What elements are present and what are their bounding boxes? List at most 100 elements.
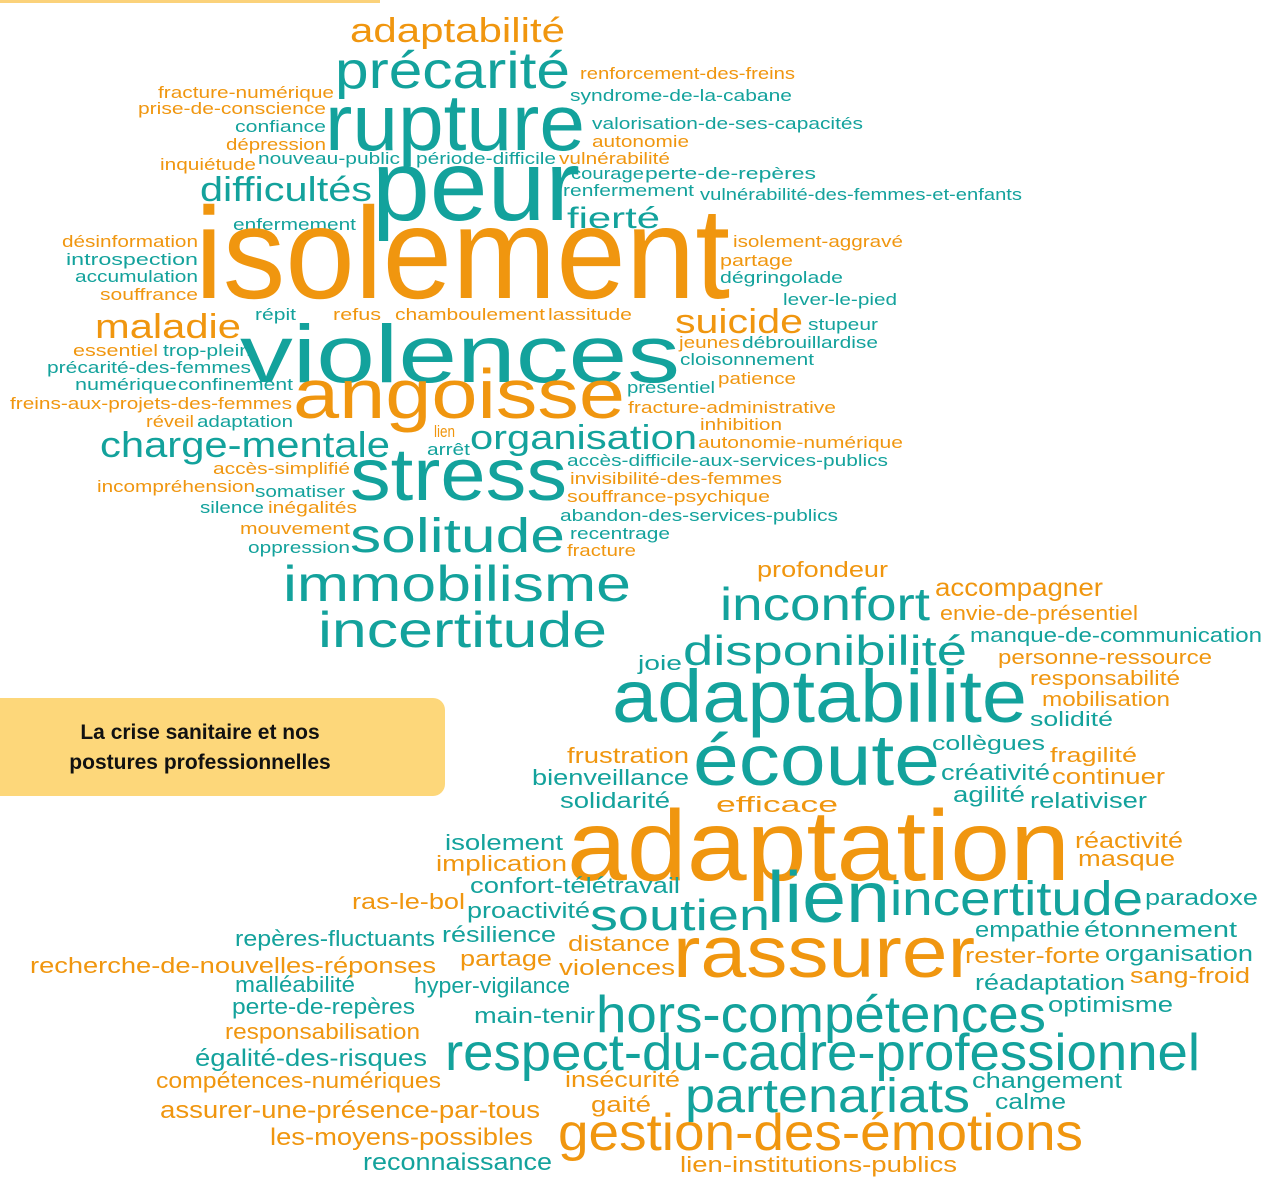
word: les-moyens-possibles <box>270 1124 533 1151</box>
word: changement <box>972 1068 1122 1093</box>
word: bienveillance <box>532 765 689 790</box>
word: efficace <box>716 792 838 817</box>
label-box <box>0 698 445 796</box>
word: invisibilité-des-femmes <box>570 469 782 488</box>
word: renforcement-des-freins <box>580 64 795 83</box>
word: sang-froid <box>1130 963 1250 988</box>
word: créativité <box>941 760 1050 785</box>
word: incertitude <box>890 873 1143 926</box>
word: réveil <box>146 412 194 431</box>
word: adaptabilite <box>612 655 1027 738</box>
word: stress <box>350 433 567 516</box>
word: profondeur <box>757 557 888 582</box>
word: lever-le-pied <box>783 290 897 309</box>
word: joie <box>637 653 682 675</box>
word: immobilisme <box>283 556 631 612</box>
word: relativiser <box>1030 788 1147 813</box>
word: incertitude <box>318 602 607 658</box>
word: perte-de-repères <box>645 164 816 183</box>
word: adaptation <box>567 790 1070 902</box>
word: isolement <box>445 830 563 855</box>
word: partage <box>720 251 793 270</box>
word: lien <box>767 858 890 938</box>
word: solidité <box>1030 709 1113 731</box>
word: reconnaissance <box>363 1149 552 1176</box>
word: accumulation <box>75 267 198 286</box>
word: égalité-des-risques <box>195 1045 427 1072</box>
word: fragilité <box>1050 745 1137 767</box>
word: abandon-des-services-publics <box>560 506 838 525</box>
word: renfermement <box>563 181 694 200</box>
word: manque-de-communication <box>970 625 1262 647</box>
word: disponibilité <box>683 627 967 674</box>
word: lien-institutions-publics <box>680 1152 957 1177</box>
word: inégalités <box>268 498 357 517</box>
word: étonnement <box>1084 917 1237 942</box>
word: responsabilité <box>1030 668 1180 690</box>
word: implication <box>436 851 567 876</box>
word: insécurité <box>565 1067 680 1092</box>
word: respect-du-cadre-professionnel <box>445 1024 1200 1082</box>
word: violences <box>240 309 680 400</box>
word: rassurer <box>673 913 975 993</box>
word: isolement-aggravé <box>733 232 903 251</box>
word: cloisonnement <box>680 350 814 369</box>
word: précarité-des-femmes <box>47 358 251 377</box>
word: valorisation-de-ses-capacités <box>592 114 863 133</box>
word: rester-forte <box>965 943 1100 968</box>
top-strip <box>0 0 380 3</box>
word: angoisse <box>293 355 625 433</box>
word: envie-de-présentiel <box>940 603 1138 625</box>
word: lien <box>434 422 455 441</box>
word: numérique <box>75 375 177 394</box>
word: accompagner <box>935 574 1103 602</box>
word: autonomie-numérique <box>698 433 903 452</box>
word: gestion-des-émotions <box>558 1104 1083 1162</box>
word: incompréhension <box>97 477 255 496</box>
word: confort-télétravail <box>470 873 680 898</box>
word: organisation <box>470 419 697 457</box>
word: arrêt <box>427 440 470 459</box>
word: mobilisation <box>1042 689 1170 711</box>
word: dépression <box>226 135 326 154</box>
word: agilité <box>953 782 1025 807</box>
word: organisation <box>1105 941 1253 966</box>
word: fracture-administrative <box>628 398 836 417</box>
word: malléabilité <box>235 972 355 997</box>
word: adaptation <box>197 412 293 431</box>
word: masque <box>1078 846 1175 871</box>
word: vulnérabilité-des-femmes-et-enfants <box>700 185 1022 204</box>
word: freins-aux-projets-des-femmes <box>10 394 292 413</box>
word: difficultés <box>200 171 372 209</box>
word: rupture <box>325 78 585 167</box>
word: essentiel <box>73 341 158 360</box>
word: partenariats <box>685 1070 970 1123</box>
word: présentiel <box>627 378 715 397</box>
word: paradoxe <box>1145 885 1258 910</box>
word: période-difficile <box>416 149 556 168</box>
word: introspection <box>66 250 198 269</box>
word: souffrance-psychique <box>567 487 770 506</box>
word: réactivité <box>1075 828 1183 853</box>
word: prise-de-conscience <box>138 99 326 118</box>
word: autonomie <box>592 132 689 151</box>
word: proactivité <box>467 898 590 923</box>
word: collègues <box>932 733 1045 755</box>
word: compétences-numériques <box>156 1068 441 1093</box>
word: enfermement <box>233 215 356 234</box>
word: accès-simplifié <box>213 459 350 478</box>
label-line: postures professionnelles <box>69 751 330 774</box>
word: courage <box>571 164 644 183</box>
word: gaité <box>591 1092 651 1117</box>
word: frustration <box>567 743 689 768</box>
word: dégringolade <box>720 268 843 287</box>
word: résilience <box>442 922 556 947</box>
word: accès-difficile-aux-services-publics <box>567 451 888 470</box>
word: perte-de-repères <box>232 994 415 1019</box>
word: violences <box>559 955 675 980</box>
word: inquiétude <box>160 155 256 174</box>
word: mouvement <box>240 519 350 538</box>
word: hyper-vigilance <box>414 973 570 998</box>
word: suicide <box>675 303 803 341</box>
word: fierté <box>567 202 660 235</box>
